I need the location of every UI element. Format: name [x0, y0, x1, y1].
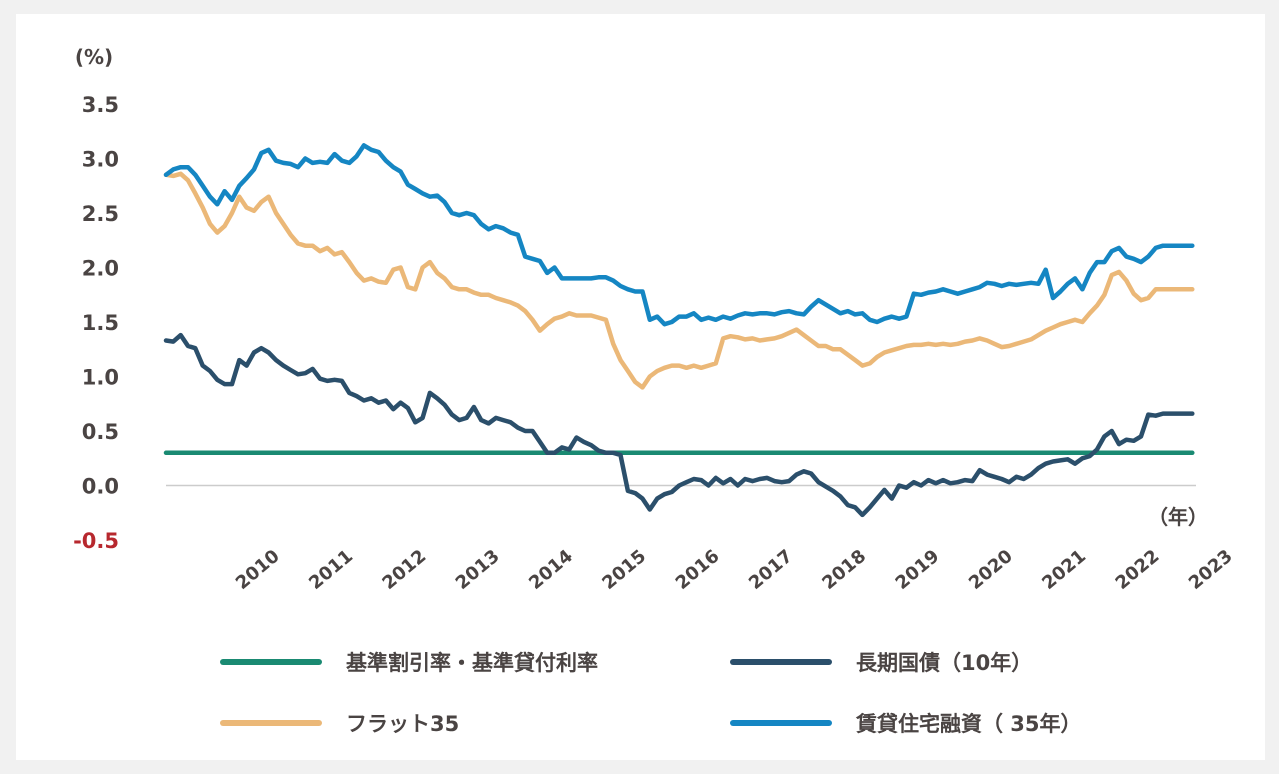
y-tick-label: 3.5 [82, 93, 119, 117]
y-axis: (%) 3.5 3.0 2.5 2.0 1.5 1.0 0.5 0.0 -0.5 [73, 45, 119, 553]
y-unit-label: (%) [75, 45, 113, 69]
y-tick-label: 3.0 [82, 148, 119, 172]
series-line-flat35 [163, 171, 1195, 390]
x-tick-label: 2016 [672, 546, 724, 594]
legend-label: フラット35 [346, 712, 459, 736]
x-tick-label: 2018 [818, 546, 870, 594]
x-tick-label: 2015 [598, 546, 650, 594]
legend: 基準割引率・基準貸付利率 長期国債（10年） フラット35 賃貸住宅融資（ 35年） [220, 651, 1082, 736]
y-tick-label: 1.5 [82, 311, 119, 335]
y-tick-label: 0.5 [82, 420, 119, 444]
x-tick-label: 2017 [745, 546, 797, 594]
x-tick-label: 2022 [1112, 546, 1164, 594]
y-tick-label: 2.5 [82, 202, 119, 226]
x-tick-label: 2011 [305, 546, 357, 594]
y-tick-label: -0.5 [73, 529, 119, 553]
x-tick-label: 2020 [965, 546, 1017, 594]
legend-label: 賃貸住宅融資（ 35年） [855, 712, 1082, 736]
x-tick-label: 2010 [232, 546, 284, 594]
series-line-rental [163, 143, 1195, 327]
x-tick-label: 2012 [378, 546, 430, 594]
chart-card: (%) 3.5 3.0 2.5 2.0 1.5 1.0 0.5 0.0 -0.5 （年） 2010 2… [16, 14, 1265, 760]
series-layer [163, 143, 1195, 518]
x-tick-label: 2019 [892, 546, 944, 594]
legend-label: 長期国債（10年） [856, 651, 1032, 675]
x-tick-label: 2013 [452, 546, 504, 594]
y-tick-label: 1.0 [82, 366, 119, 390]
x-axis: （年） 2010 2011 2012 2013 2014 2015 2016 2017 2018 2… [166, 484, 1237, 594]
x-unit-label: （年） [1148, 505, 1208, 529]
x-tick-label: 2014 [525, 546, 577, 594]
y-tick-label: 0.0 [82, 475, 119, 499]
series-line-jgb10 [163, 332, 1195, 518]
x-tick-label: 2021 [1038, 546, 1090, 594]
y-tick-label: 2.0 [82, 257, 119, 281]
legend-label: 基準割引率・基準貸付利率 [346, 651, 598, 675]
x-tick-label: 2023 [1185, 546, 1237, 594]
line-chart: (%) 3.5 3.0 2.5 2.0 1.5 1.0 0.5 0.0 -0.5 （年） 2010 2… [73, 45, 1237, 736]
